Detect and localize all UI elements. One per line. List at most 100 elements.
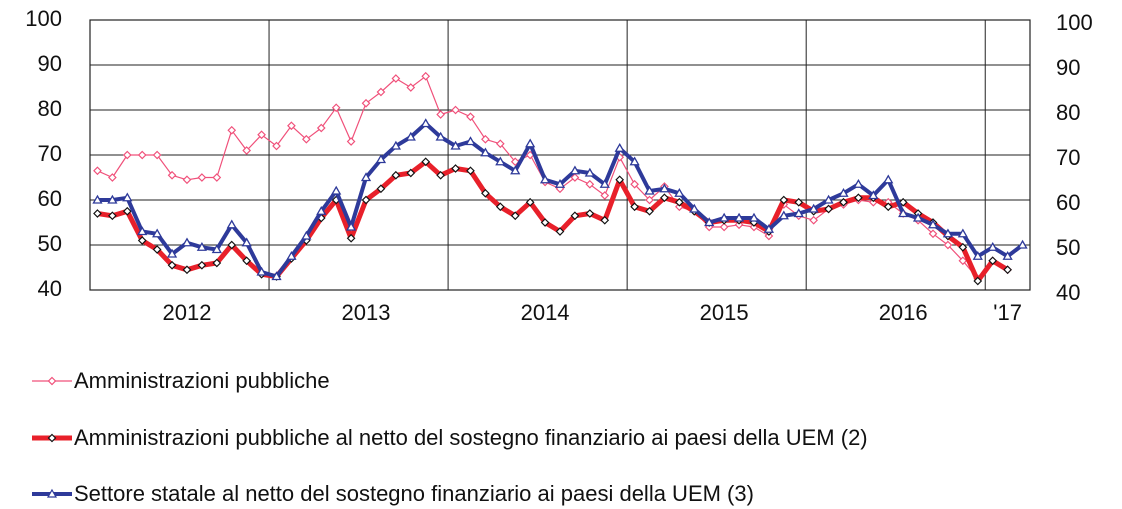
series-line [97, 159, 1009, 284]
point-marker [421, 157, 431, 167]
point-marker [495, 202, 505, 212]
point-marker [182, 175, 192, 185]
y-tick-label: 40 [38, 276, 62, 301]
point-marker [376, 184, 386, 194]
point-marker [540, 218, 550, 227]
point-marker [957, 228, 968, 238]
point-marker [839, 197, 848, 207]
point-marker [167, 170, 177, 180]
point-marker [391, 170, 401, 180]
y-tick-label: 100 [25, 6, 62, 31]
point-marker [629, 156, 640, 166]
y2-tick-label: 70 [1056, 145, 1080, 170]
point-marker [360, 172, 372, 182]
legend-label: Settore statale al netto del sostegno fi… [74, 481, 754, 506]
point-marker [316, 205, 327, 215]
point-marker [763, 223, 775, 233]
y-tick-label: 60 [38, 186, 62, 211]
point-marker [406, 83, 416, 92]
point-marker [93, 209, 102, 218]
point-marker [451, 105, 460, 115]
point-marker [211, 244, 222, 254]
point-marker [480, 147, 491, 157]
point-marker [435, 131, 446, 141]
point-marker [227, 240, 237, 250]
y2-tick-label: 100 [1056, 10, 1093, 35]
point-marker [241, 237, 252, 247]
point-marker [451, 164, 460, 173]
point-marker [242, 256, 252, 266]
point-marker [510, 211, 520, 221]
point-marker [779, 195, 789, 205]
series [93, 71, 1012, 284]
point-marker [197, 260, 207, 270]
point-marker [584, 167, 595, 177]
point-marker [226, 219, 237, 229]
point-marker [405, 131, 416, 141]
point-marker [599, 178, 610, 188]
y2-tick-label: 60 [1056, 190, 1080, 215]
point-marker [197, 173, 207, 182]
point-marker [152, 228, 163, 238]
point-marker [645, 206, 654, 216]
x-tick-label: '17 [993, 300, 1022, 325]
point-marker [928, 229, 938, 239]
point-marker [152, 245, 162, 254]
y2-tick-label: 80 [1056, 100, 1080, 125]
point-marker [927, 219, 939, 229]
point-marker [137, 226, 148, 236]
point-marker [958, 256, 968, 266]
point-marker [630, 179, 639, 189]
legend-marker [47, 433, 57, 443]
x-tick-label: 2014 [521, 300, 570, 325]
point-marker [854, 193, 863, 203]
point-marker [600, 191, 610, 200]
x-tick-label: 2015 [700, 300, 749, 325]
point-marker [137, 236, 147, 245]
point-marker [510, 165, 521, 175]
point-marker [659, 183, 670, 193]
point-marker [809, 215, 818, 225]
y2-tick-label: 90 [1056, 55, 1080, 80]
legend-entry: Amministrazioni pubbliche [30, 368, 1054, 394]
series [92, 118, 1028, 281]
point-marker [108, 173, 117, 182]
point-marker [167, 260, 177, 270]
point-marker [256, 266, 267, 276]
point-marker [465, 136, 476, 146]
point-marker [570, 173, 580, 182]
point-marker [345, 221, 357, 231]
point-marker [481, 134, 490, 144]
point-marker [391, 74, 401, 83]
point-marker [1002, 250, 1013, 260]
point-marker [166, 248, 178, 258]
point-marker [181, 237, 193, 247]
point-marker [495, 156, 506, 166]
point-marker [675, 197, 684, 207]
point-marker [227, 125, 237, 135]
y-tick-label: 70 [38, 141, 62, 166]
point-marker [988, 256, 998, 266]
y2-tick-label: 50 [1056, 235, 1080, 260]
point-marker [719, 222, 729, 232]
point-marker [853, 178, 864, 188]
point-marker [778, 210, 789, 220]
point-marker [824, 204, 833, 214]
point-marker [748, 212, 760, 222]
point-marker [823, 194, 834, 204]
point-marker [838, 187, 849, 197]
point-marker [92, 194, 103, 204]
point-marker [645, 195, 654, 205]
point-marker [898, 208, 909, 218]
point-marker [525, 138, 536, 148]
point-marker [316, 123, 326, 133]
point-marker [107, 194, 118, 204]
chart: 40 50 60 70 80 90 100 40 50 60 70 80 90 100 2012 2013 20… [25, 6, 1093, 325]
point-marker [942, 228, 954, 238]
point-marker [554, 178, 566, 188]
point-marker [898, 197, 908, 207]
point-marker [93, 166, 102, 176]
point-marker [390, 140, 401, 150]
y-tick-label: 90 [38, 51, 62, 76]
